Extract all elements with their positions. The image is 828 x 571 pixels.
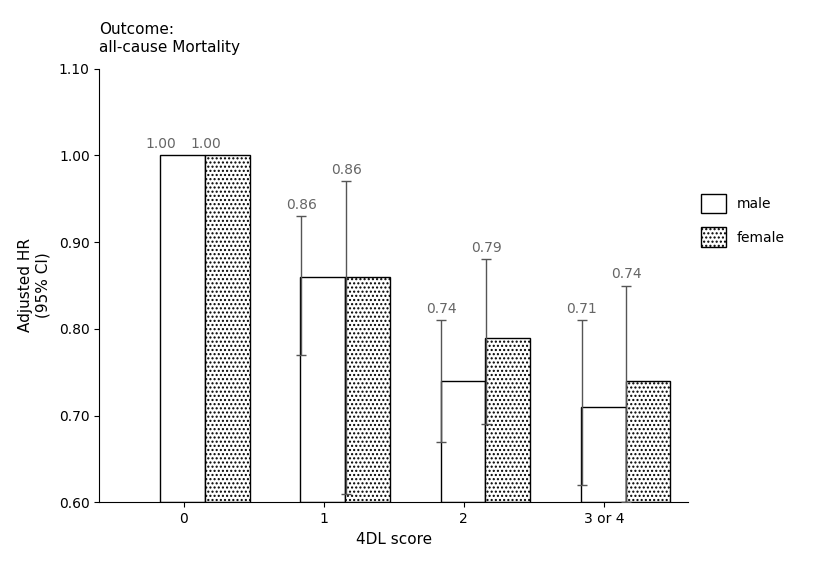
Bar <box>625 381 670 502</box>
Text: 0.71: 0.71 <box>566 302 596 316</box>
Bar <box>205 155 249 502</box>
Bar <box>440 381 484 502</box>
Y-axis label: Adjusted HR
(95% CI): Adjusted HR (95% CI) <box>18 239 51 332</box>
Text: 0.79: 0.79 <box>470 241 501 255</box>
Bar <box>484 337 530 502</box>
Text: 0.86: 0.86 <box>286 198 316 212</box>
Text: 0.86: 0.86 <box>330 163 361 177</box>
X-axis label: 4DL score: 4DL score <box>355 532 431 547</box>
Bar <box>300 277 344 502</box>
Text: 1.00: 1.00 <box>190 137 221 151</box>
Legend: male, female: male, female <box>700 194 784 247</box>
Text: Outcome:
all-cause Mortality: Outcome: all-cause Mortality <box>99 22 240 55</box>
Text: 0.74: 0.74 <box>426 302 456 316</box>
Bar <box>344 277 390 502</box>
Text: 1.00: 1.00 <box>146 137 176 151</box>
Bar <box>160 155 205 502</box>
Text: 0.74: 0.74 <box>610 267 641 281</box>
Bar <box>580 407 625 502</box>
